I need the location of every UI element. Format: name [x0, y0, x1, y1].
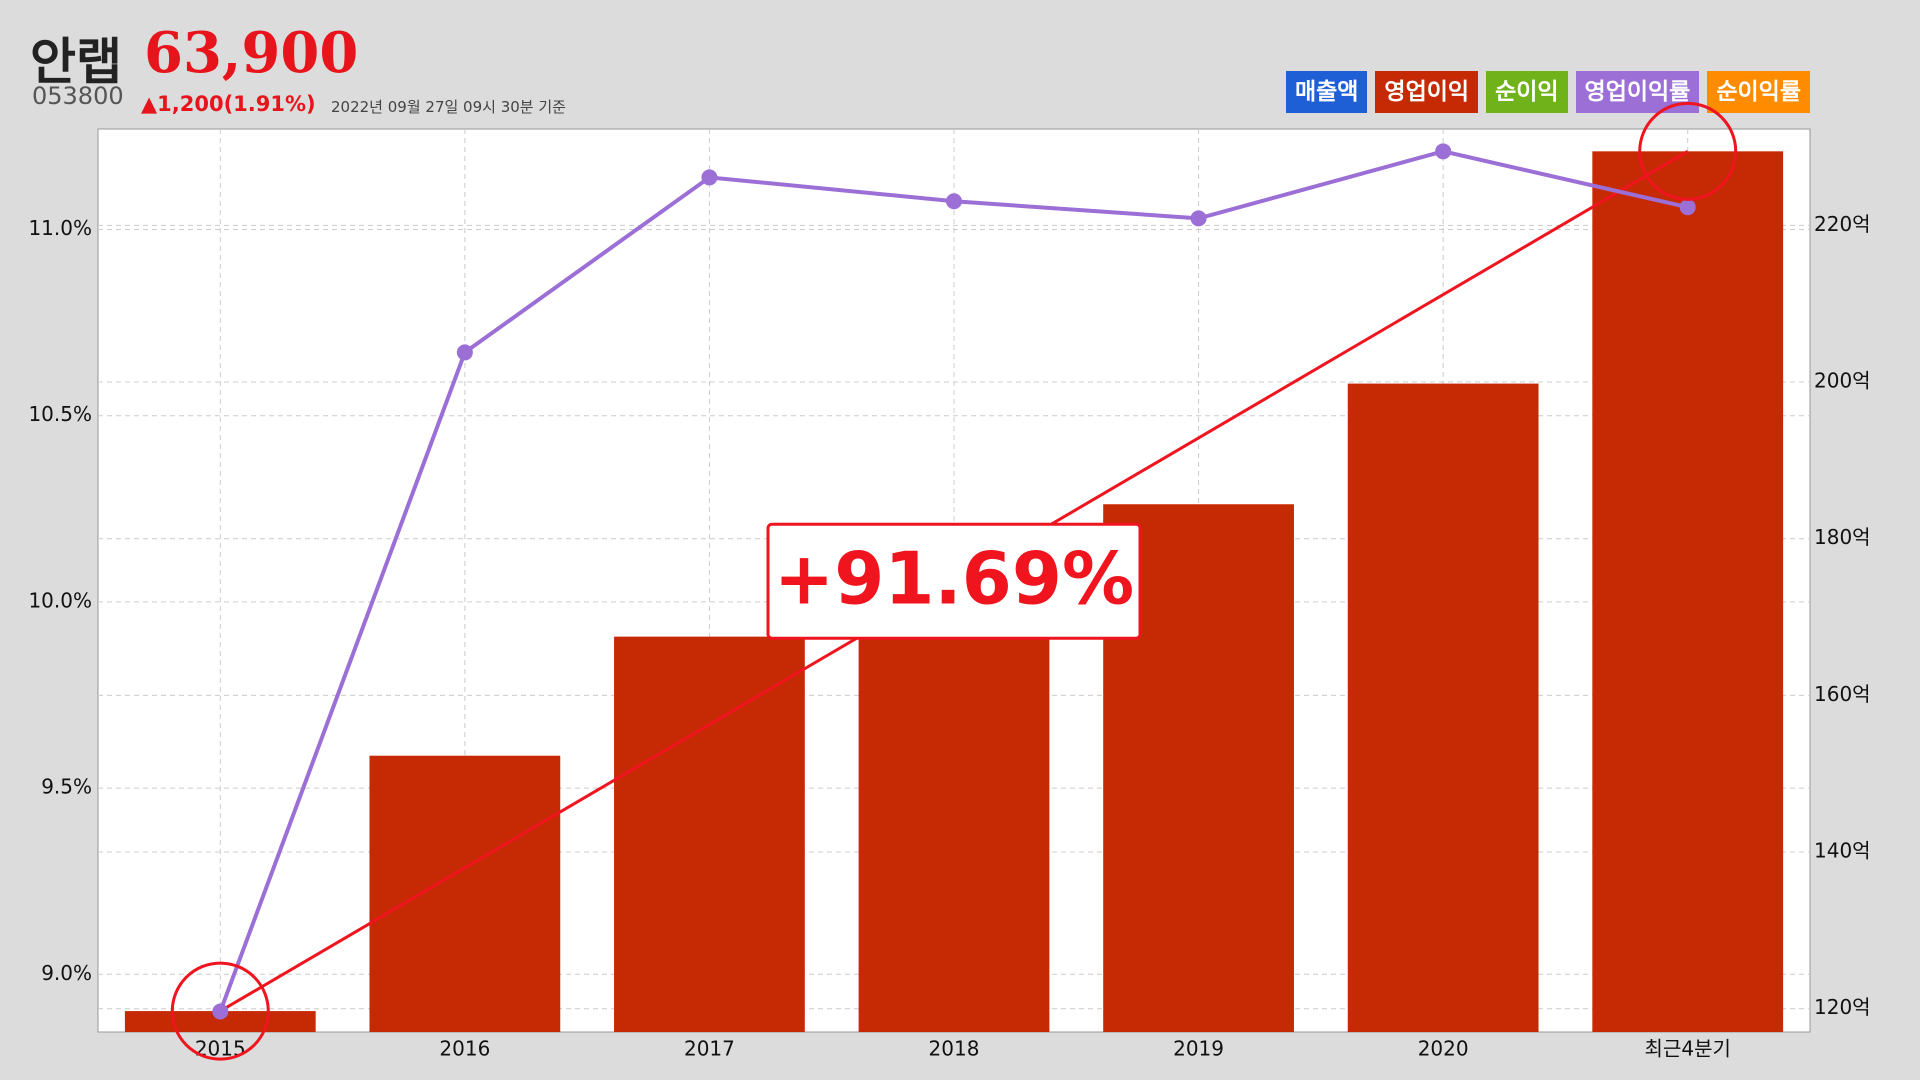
- as-of-time: 2022년 09월 27일 09시 30분 기준: [331, 98, 566, 116]
- legend-item[interactable]: 매출액: [1285, 71, 1368, 113]
- price-change: ▲1,200(1.91%): [141, 92, 316, 116]
- line-point: [212, 1003, 229, 1020]
- y2-tick-label: 220억: [1814, 212, 1871, 236]
- x-tick-label: 2020: [1418, 1037, 1469, 1061]
- bar: [1347, 383, 1539, 1032]
- x-tick-label: 2017: [684, 1037, 735, 1061]
- stock-price: 63,900: [144, 20, 359, 86]
- line-point: [1435, 143, 1452, 160]
- bar: [858, 601, 1050, 1032]
- line-point: [1190, 210, 1207, 227]
- y-tick-label: 10.0%: [28, 588, 92, 612]
- y-tick-label: 9.5%: [41, 775, 92, 799]
- y2-tick-label: 180억: [1814, 525, 1871, 549]
- x-tick-label: 2016: [439, 1037, 490, 1061]
- line-point: [946, 193, 962, 210]
- legend-item[interactable]: 순이익률: [1707, 71, 1810, 113]
- annotation-box: [766, 522, 1142, 640]
- y2-tick-label: 140억: [1814, 839, 1871, 863]
- y2-tick-label: 120억: [1814, 995, 1871, 1019]
- legend: 매출액 영업이익 순이익 영업이익률 순이익률: [1285, 71, 1810, 113]
- bar: [614, 636, 805, 1032]
- y2-tick-label: 200억: [1814, 369, 1871, 393]
- y-tick-label: 9.0%: [41, 961, 92, 985]
- legend-item[interactable]: 순이익: [1486, 71, 1568, 113]
- legend-item[interactable]: 영업이익률: [1575, 71, 1700, 113]
- y2-tick-label: 160억: [1814, 682, 1871, 706]
- line-point: [701, 169, 718, 186]
- x-tick-label: 2019: [1173, 1037, 1224, 1061]
- line-point: [456, 344, 473, 361]
- highlight-circle: [1638, 101, 1738, 201]
- bar: [1592, 151, 1784, 1032]
- line-point: [1679, 199, 1696, 216]
- highlight-circle: [170, 961, 270, 1061]
- y-tick-label: 11.0%: [28, 216, 92, 240]
- stock-code: 053800: [32, 82, 124, 110]
- annotation-text: +91.69%: [774, 537, 1134, 621]
- y-tick-label: 10.5%: [28, 402, 92, 426]
- bar: [369, 755, 561, 1032]
- legend-item[interactable]: 영업이익: [1375, 71, 1479, 113]
- x-tick-label: 2018: [929, 1037, 980, 1061]
- x-tick-label: 최근4분기: [1645, 1037, 1731, 1061]
- stock-name: 안랩: [30, 33, 122, 91]
